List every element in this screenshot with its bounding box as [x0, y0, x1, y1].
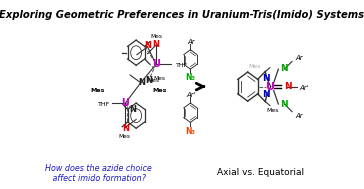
- Text: N: N: [122, 124, 129, 133]
- Text: Mes: Mes: [147, 78, 159, 83]
- Text: N: N: [262, 74, 270, 83]
- Text: THF: THF: [176, 63, 188, 68]
- Text: U: U: [266, 82, 275, 92]
- Text: N: N: [130, 105, 136, 114]
- Text: N: N: [284, 82, 291, 91]
- Text: N: N: [262, 90, 270, 99]
- Text: N: N: [281, 101, 288, 109]
- Text: Axial vs. Equatorial: Axial vs. Equatorial: [217, 168, 304, 177]
- Text: How does the azide choice
 affect imido formation?: How does the azide choice affect imido f…: [44, 164, 151, 184]
- Text: N: N: [145, 76, 152, 85]
- Text: Exploring Geometric Preferences in Uranium-Tris(Imido) Systems: Exploring Geometric Preferences in Urani…: [0, 10, 364, 20]
- Text: N: N: [144, 41, 151, 50]
- Text: Mes: Mes: [154, 76, 166, 81]
- Text: N: N: [153, 40, 159, 50]
- Text: Ar': Ar': [186, 92, 196, 98]
- Text: N₃: N₃: [186, 127, 195, 136]
- Text: N₃: N₃: [186, 73, 195, 82]
- Text: Ar': Ar': [300, 84, 309, 91]
- Text: Mes: Mes: [267, 108, 279, 113]
- Text: U: U: [122, 98, 129, 108]
- Text: Mes: Mes: [91, 88, 105, 93]
- Text: Mes: Mes: [151, 34, 163, 39]
- Text: U: U: [152, 59, 160, 69]
- Text: THF: THF: [98, 101, 110, 107]
- Text: Ar: Ar: [295, 113, 303, 119]
- Text: Ar: Ar: [187, 39, 195, 45]
- Text: Ar: Ar: [295, 55, 303, 60]
- Text: N: N: [281, 64, 288, 73]
- Text: Mes: Mes: [119, 134, 131, 139]
- Text: Mes: Mes: [248, 64, 261, 69]
- Text: N: N: [138, 78, 145, 87]
- Text: Mes: Mes: [152, 88, 166, 93]
